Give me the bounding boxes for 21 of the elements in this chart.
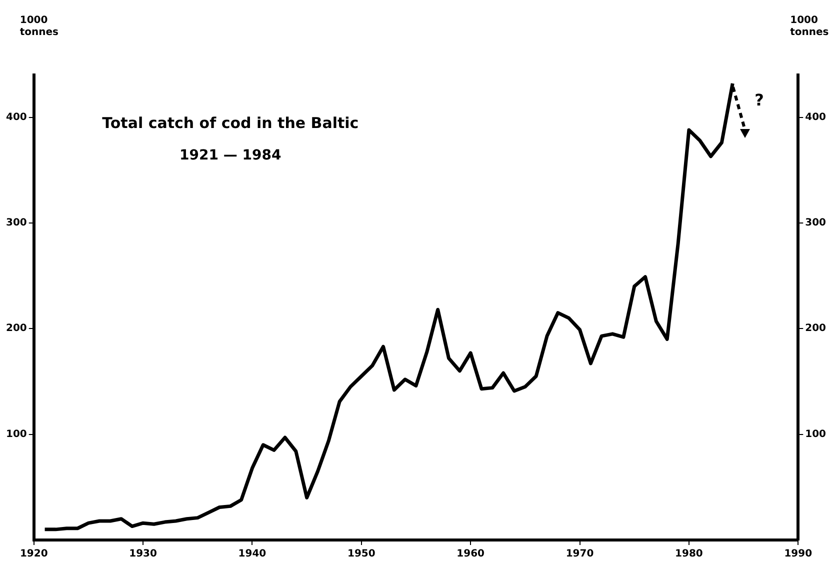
x-tick-label: 1930 [129, 548, 158, 560]
x-tick-label: 1950 [347, 548, 376, 560]
x-tick-label: 1960 [456, 548, 485, 560]
y-tick-label: 200 [6, 323, 27, 334]
y2-tick-label: 100 [805, 428, 826, 440]
x-tick-label: 1990 [784, 548, 812, 560]
y-tick-label: 100 [6, 428, 27, 440]
y2-tick-label: 400 [805, 112, 826, 123]
x-tick-label: 1970 [566, 548, 594, 560]
y2-tick-label: 300 [805, 218, 826, 229]
text: Total catch of cod in the Baltic [102, 114, 359, 132]
text: 1921 — 1984 [180, 148, 282, 164]
x-tick-label: 1920 [20, 548, 48, 560]
y-axis-title: 1000 tonnes [20, 15, 59, 38]
annotation: ? [754, 90, 764, 110]
x-tick-label: 1940 [238, 548, 266, 560]
y-tick-label: 300 [6, 218, 27, 229]
y-tick-label: 400 [6, 112, 27, 123]
y2-tick-label: 200 [805, 323, 826, 334]
x-tick-label: 1980 [675, 548, 703, 560]
y2-axis-title: 1000 tonnes [790, 15, 829, 38]
